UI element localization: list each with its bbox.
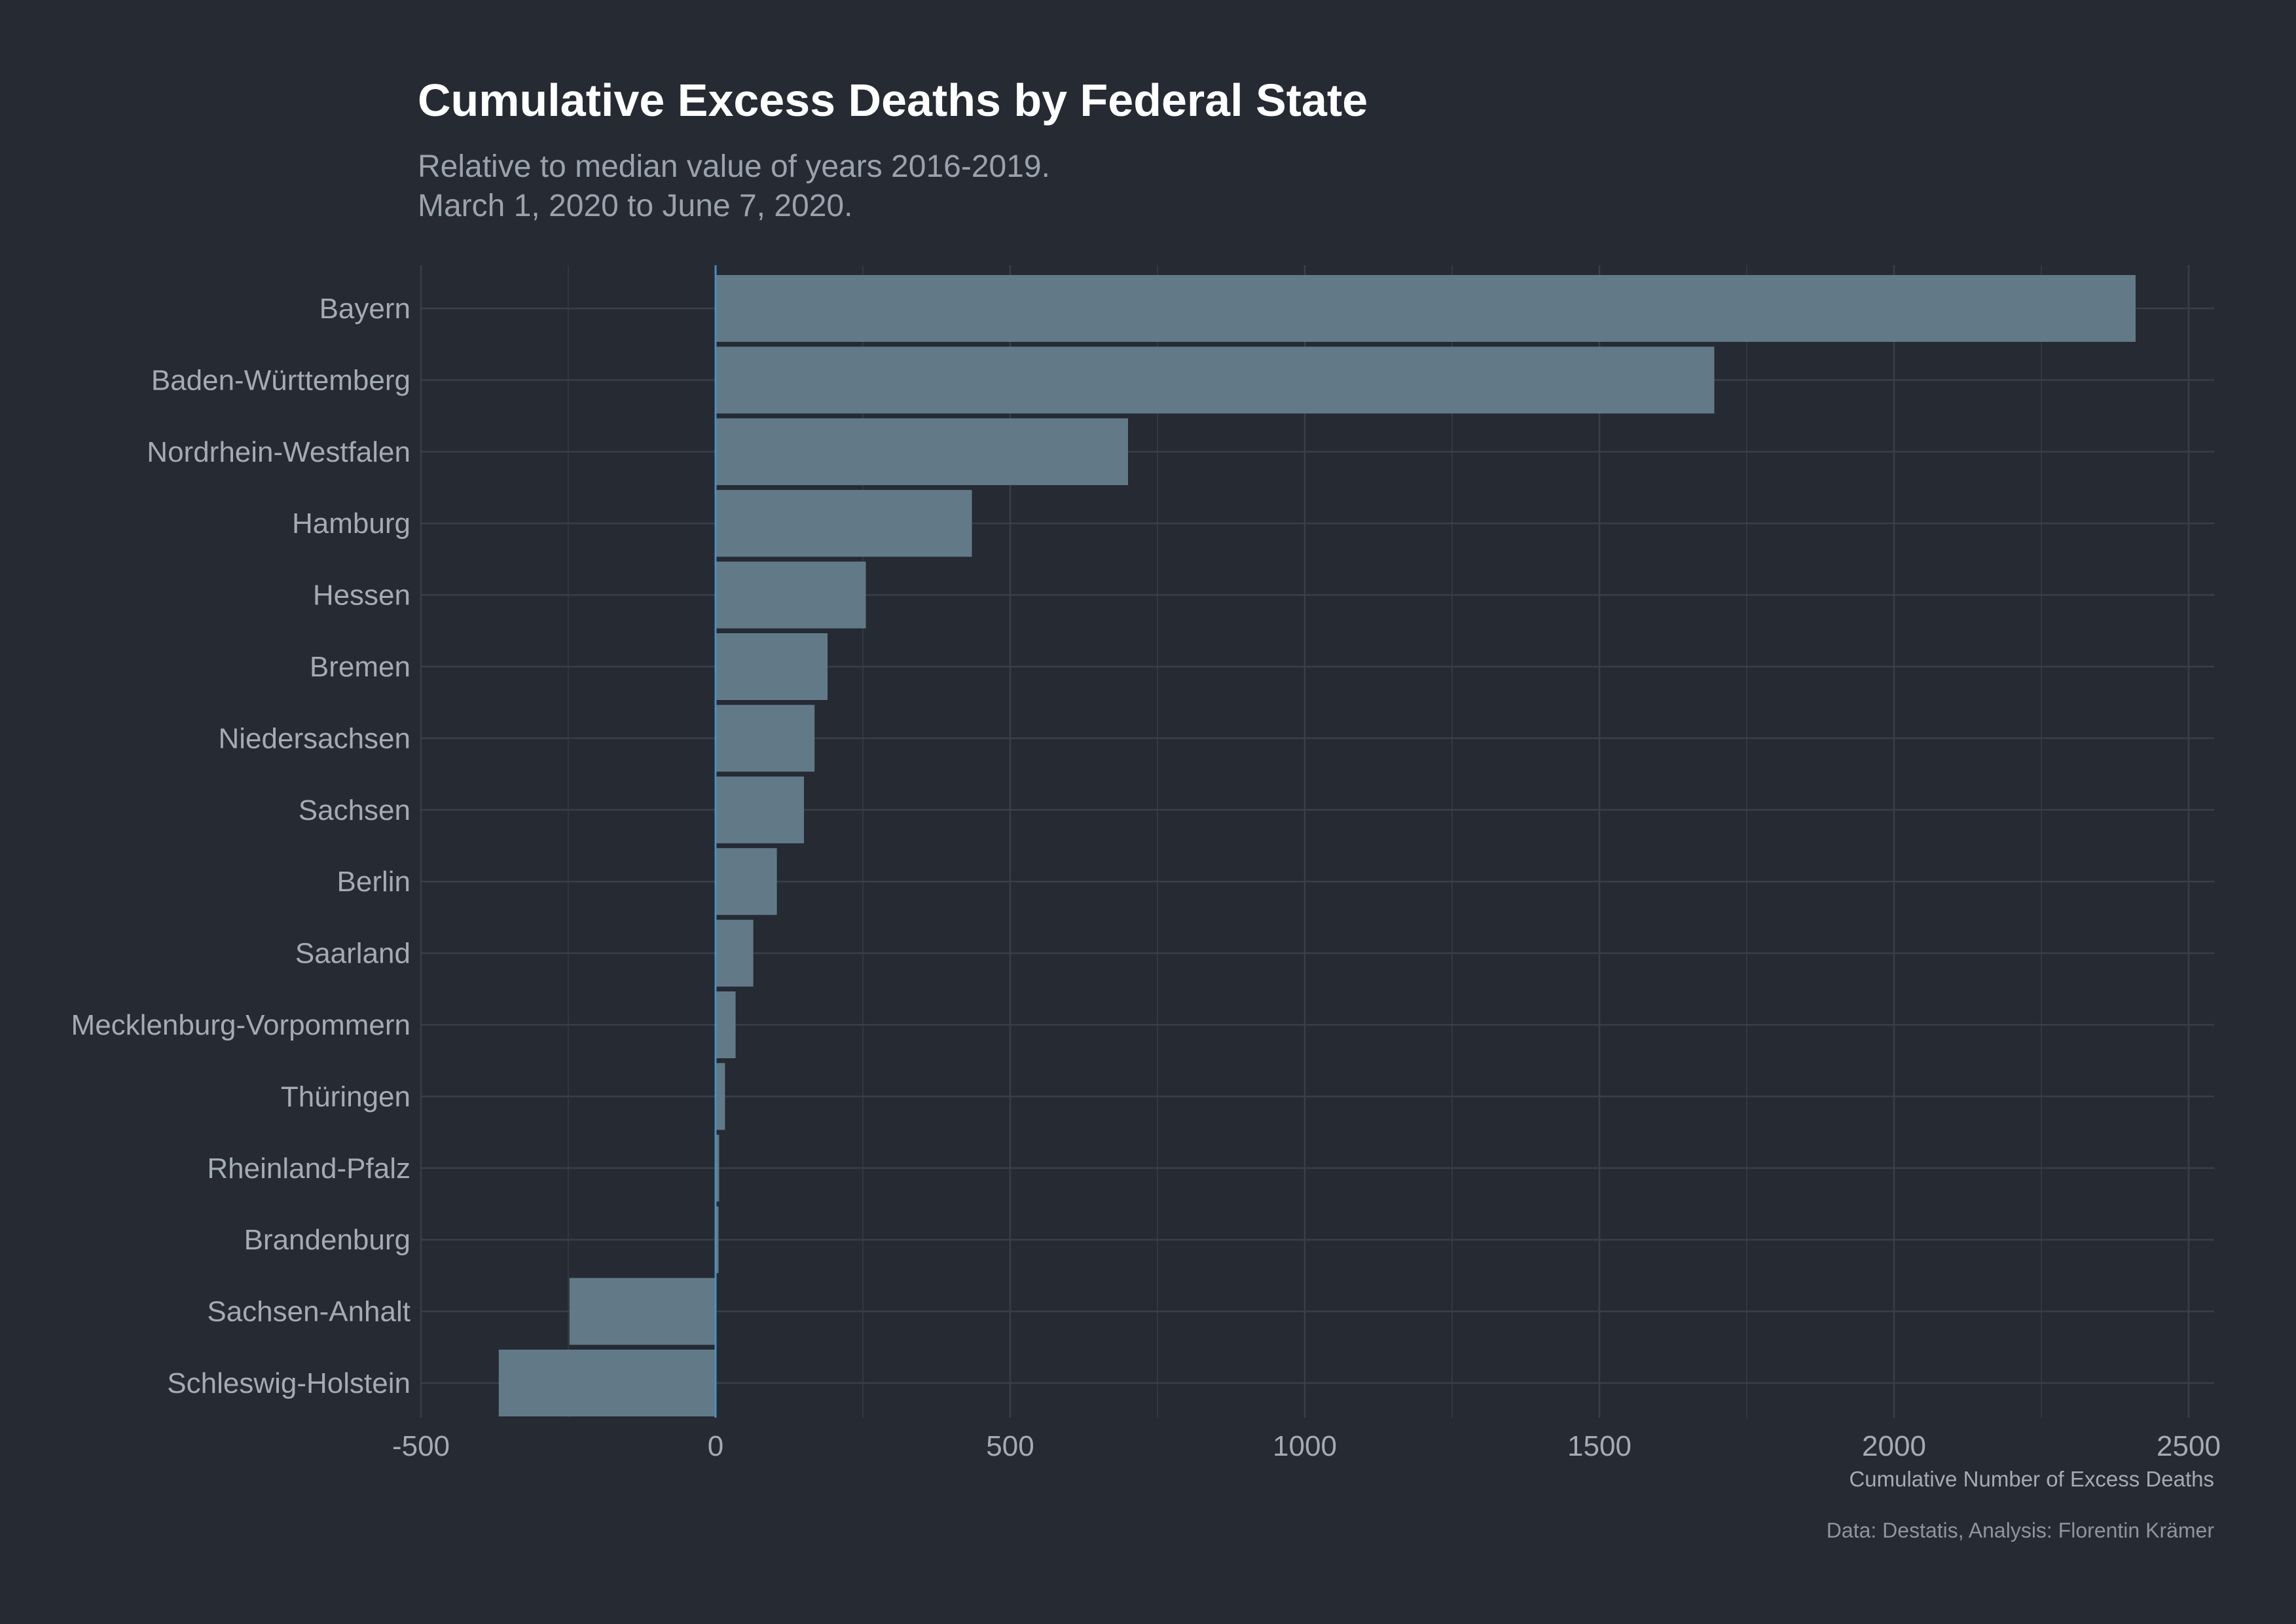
- category-label: Niedersachsen: [219, 722, 411, 754]
- bar: [498, 1350, 716, 1416]
- bar: [716, 991, 736, 1058]
- bar: [716, 705, 815, 772]
- bar: [716, 1063, 725, 1130]
- category-label: Nordrhein-Westfalen: [147, 436, 410, 468]
- bars: [498, 275, 2136, 1416]
- bar: [716, 490, 972, 557]
- x-tick-label: 0: [708, 1430, 723, 1462]
- bar: [716, 1134, 720, 1202]
- category-label: Sachsen: [299, 794, 410, 826]
- category-label: Sachsen-Anhalt: [207, 1296, 410, 1328]
- bar: [716, 346, 1715, 414]
- bar: [716, 561, 866, 629]
- chart-caption: Data: Destatis, Analysis: Florentin Kräm…: [1827, 1519, 2215, 1542]
- bar: [716, 633, 828, 700]
- x-tick-label: -500: [392, 1430, 450, 1462]
- chart-subtitle-line-2: March 1, 2020 to June 7, 2020.: [418, 189, 852, 223]
- category-label: Schleswig-Holstein: [167, 1367, 410, 1399]
- bar: [716, 776, 804, 843]
- x-tick-labels: -500 0 500 1000 1500 2000 2500: [392, 1430, 2221, 1462]
- chart-subtitle-line-1: Relative to median value of years 2016-2…: [418, 149, 1050, 184]
- category-label: Mecklenburg-Vorpommern: [71, 1009, 410, 1041]
- x-tick-label: 1500: [1567, 1430, 1631, 1462]
- category-label: Hamburg: [292, 507, 410, 540]
- chart-title: Cumulative Excess Deaths by Federal Stat…: [418, 75, 1368, 126]
- x-tick-label: 2500: [2157, 1430, 2221, 1462]
- category-label: Brandenburg: [244, 1224, 410, 1256]
- x-tick-label: 2000: [1862, 1430, 1926, 1462]
- x-tick-label: 1000: [1273, 1430, 1337, 1462]
- category-label: Bayern: [319, 293, 410, 325]
- category-label: Baden-Württemberg: [151, 364, 410, 396]
- bar: [716, 848, 777, 915]
- bar: [569, 1278, 716, 1345]
- category-label: Rheinland-Pfalz: [207, 1153, 410, 1185]
- category-label: Bremen: [310, 651, 410, 683]
- x-tick-label: 500: [986, 1430, 1034, 1462]
- category-label: Berlin: [337, 866, 411, 898]
- x-axis-title: Cumulative Number of Excess Deaths: [1849, 1467, 2214, 1491]
- bar: [716, 418, 1128, 485]
- category-label: Hessen: [313, 580, 410, 612]
- bar: [716, 275, 2136, 342]
- category-label: Saarland: [295, 938, 410, 970]
- category-labels: Bayern Baden-Württemberg Nordrhein-Westfal…: [71, 293, 410, 1399]
- category-label: Thüringen: [281, 1080, 410, 1113]
- bar: [716, 919, 754, 987]
- bar: [716, 1206, 719, 1274]
